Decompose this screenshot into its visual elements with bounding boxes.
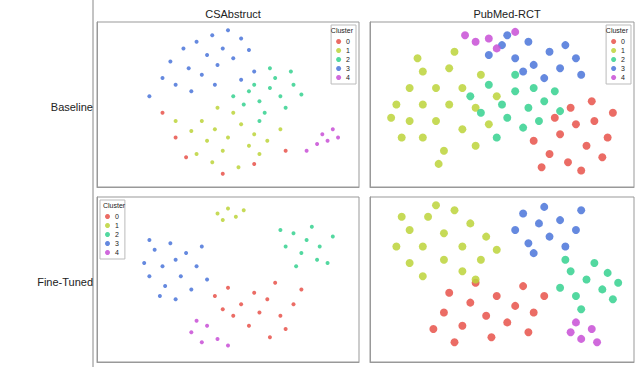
svg-text:3: 3 [115, 240, 119, 247]
svg-text:PubMed-RCT: PubMed-RCT [473, 8, 541, 20]
svg-text:1: 1 [621, 47, 625, 54]
svg-text:1: 1 [346, 47, 350, 54]
svg-text:1: 1 [115, 222, 119, 229]
svg-text:2: 2 [115, 231, 119, 238]
svg-text:0: 0 [621, 38, 625, 45]
svg-text:2: 2 [621, 56, 625, 63]
svg-text:4: 4 [115, 249, 119, 256]
svg-text:Cluster: Cluster [331, 27, 354, 34]
svg-text:3: 3 [346, 65, 350, 72]
svg-text:4: 4 [346, 74, 350, 81]
svg-text:Fine-Tuned: Fine-Tuned [37, 276, 93, 288]
svg-text:CSAbstruct: CSAbstruct [205, 8, 261, 20]
svg-text:Cluster: Cluster [606, 27, 629, 34]
svg-text:4: 4 [621, 74, 625, 81]
svg-text:Baseline: Baseline [51, 101, 93, 113]
svg-text:0: 0 [115, 213, 119, 220]
svg-text:0: 0 [346, 38, 350, 45]
svg-text:3: 3 [621, 65, 625, 72]
svg-text:Cluster: Cluster [103, 202, 126, 209]
svg-text:2: 2 [346, 56, 350, 63]
